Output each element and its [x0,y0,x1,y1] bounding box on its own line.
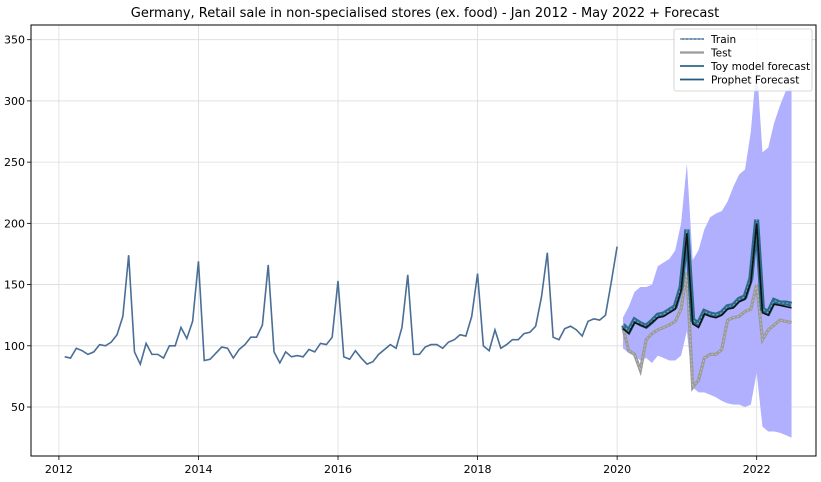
y-tick-label: 300 [4,95,25,108]
train-line [64,246,618,367]
y-tick-label: 50 [11,401,25,414]
x-tick-label: 2016 [324,463,352,476]
confidence-interval-band [622,64,792,438]
legend-label: Toy model forecast [710,61,810,73]
legend-label: Prophet Forecast [711,75,799,87]
y-tick-label: 100 [4,340,25,353]
x-tick-label: 2018 [464,463,492,476]
y-tick-label: 350 [4,34,25,47]
series-lines [64,219,793,392]
prediction-interval [622,64,792,438]
y-tick-label: 150 [4,279,25,292]
legend-box [673,28,813,92]
plot-frame [30,24,817,457]
prophet-forecast-line [622,223,792,335]
test-line [621,272,792,392]
y-tick-label: 200 [4,217,25,230]
x-tick-label: 2014 [184,463,212,476]
axis-ticks: 2012 2014 2016 2018 2020 2022 50 100 150 200 250 30… [4,34,771,476]
x-tick-label: 2022 [743,463,771,476]
x-tick-label: 2020 [603,463,631,476]
legend-label: Train [710,34,736,46]
legend-label: Test [710,48,732,60]
x-tick-label: 2012 [45,463,73,476]
chart-title: Germany, Retail sale in non-specialised … [131,6,719,21]
y-tick-label: 250 [4,156,25,169]
toy-forecast-dots [622,219,792,332]
